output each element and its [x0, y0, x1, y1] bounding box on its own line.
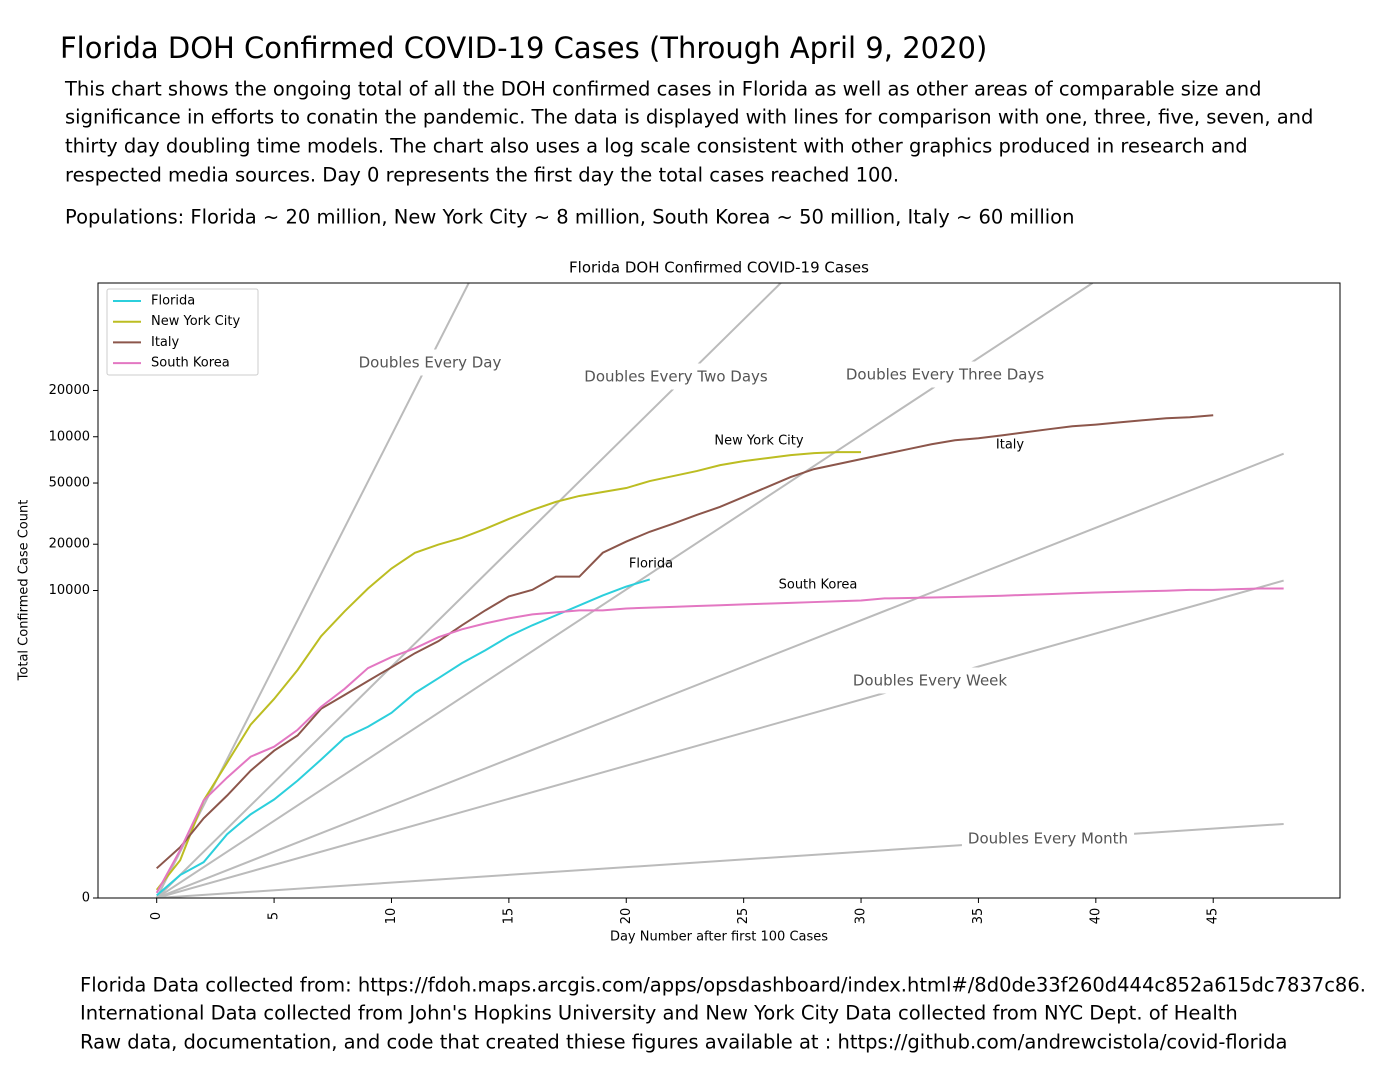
label-bg: [961, 825, 1135, 852]
description-line: respected media sources. Day 0 represent…: [65, 164, 899, 187]
x-tick-label: 10: [384, 908, 399, 925]
series-line: [156, 578, 651, 897]
legend-label: Florida: [151, 294, 195, 309]
x-tick-label: 15: [501, 908, 516, 925]
legend-label: South Korea: [151, 356, 230, 371]
description-line: This chart shows the ongoing total of al…: [64, 78, 1261, 101]
x-tick-label: 35: [971, 908, 986, 925]
legend-label: New York City: [151, 314, 240, 329]
x-tick-label: 25: [736, 908, 751, 925]
footer-line: International Data collected from John's…: [80, 1002, 1238, 1025]
reference-label: Doubles Every Three Days: [846, 366, 1044, 384]
x-tick-label: 45: [1206, 908, 1221, 925]
x-tick-label: 30: [854, 908, 869, 925]
series-annotation: New York City: [714, 434, 803, 449]
legend-label: Italy: [151, 335, 180, 350]
chart-title: Florida DOH Confirmed COVID-19 Cases: [569, 259, 869, 277]
y-tick-label: 0: [82, 891, 90, 906]
y-axis-label: Total Confirmed Case Count: [17, 500, 32, 682]
series-line: [156, 414, 1214, 870]
series-annotation: South Korea: [779, 578, 858, 593]
reference-label: Doubles Every Day: [359, 354, 502, 372]
label-bg: [352, 349, 508, 376]
populations: Populations: Florida ~ 20 million, New Y…: [65, 206, 1074, 229]
x-tick-label: 40: [1088, 908, 1103, 925]
label-bg: [839, 361, 1051, 388]
y-tick-label: 10000: [49, 583, 90, 598]
label-bg: [578, 363, 774, 390]
series-annotation: Florida: [629, 557, 673, 572]
footer-line: Raw data, documentation, and code that c…: [80, 1031, 1287, 1054]
description-line: thirty day doubling time models. The cha…: [65, 135, 1248, 158]
reference-label: Doubles Every Month: [968, 830, 1128, 848]
reference-line: [156, 452, 1285, 898]
page-title: Florida DOH Confirmed COVID-19 Cases (Th…: [60, 31, 987, 65]
y-tick-label: 10000: [49, 429, 90, 444]
x-tick-label: 0: [149, 912, 164, 920]
x-tick-label: 5: [267, 912, 282, 920]
reference-label: Doubles Every Two Days: [584, 368, 768, 386]
footer-line: Florida Data collected from: https://fdo…: [80, 974, 1366, 997]
legend-box: [106, 288, 259, 376]
y-tick-label: 20000: [49, 537, 90, 552]
description-line: significance in efforts to conatin the p…: [65, 106, 1313, 129]
label-bg: [846, 667, 1014, 694]
series-annotation: Italy: [996, 438, 1025, 453]
series-line: [155, 451, 862, 891]
x-axis-label: Day Number after first 100 Cases: [610, 930, 828, 945]
reference-line: [156, 579, 1284, 898]
x-tick-label: 20: [619, 908, 634, 925]
y-tick-label: 50000: [49, 476, 90, 491]
reference-label: Doubles Every Week: [853, 672, 1008, 690]
y-tick-label: 20000: [49, 383, 90, 398]
series-line: [155, 587, 1284, 894]
